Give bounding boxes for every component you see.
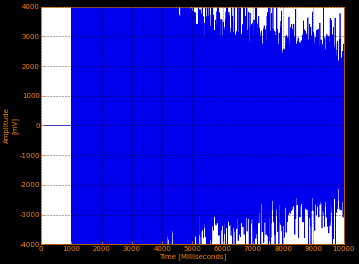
Y-axis label: Amplitude
[mV]: Amplitude [mV]: [4, 108, 18, 143]
X-axis label: Time [Milliseconds]: Time [Milliseconds]: [159, 253, 226, 260]
